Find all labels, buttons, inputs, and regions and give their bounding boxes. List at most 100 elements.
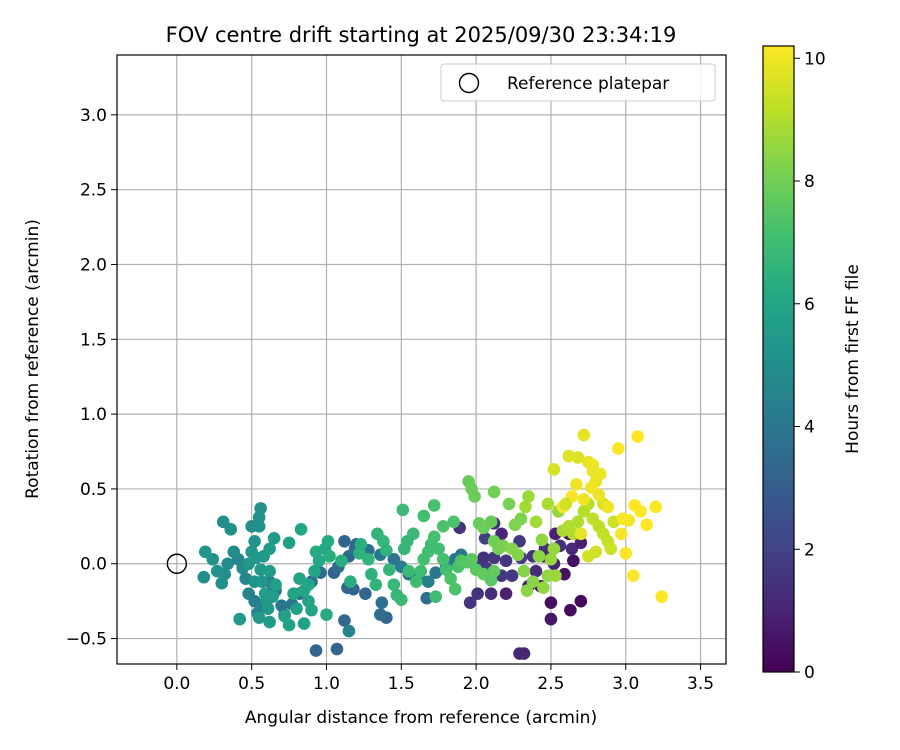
data-point-206 — [541, 497, 555, 511]
colorbar-gradient — [762, 45, 795, 673]
data-point-131 — [282, 536, 296, 550]
data-point-34 — [529, 564, 543, 578]
data-point-162 — [444, 572, 457, 586]
data-point-134 — [335, 554, 348, 568]
x-tick-label-2: 1.0 — [313, 674, 340, 694]
data-point-39 — [374, 608, 387, 621]
data-point-200 — [547, 542, 561, 556]
data-point-140 — [369, 578, 383, 591]
data-point-46 — [359, 587, 372, 600]
data-point-248 — [574, 527, 588, 541]
data-point-139 — [365, 567, 378, 581]
data-point-92 — [233, 612, 246, 626]
chart-title: FOV centre drift starting at 2025/09/30 … — [166, 23, 677, 47]
x-tick-label-4: 2.0 — [463, 674, 490, 694]
data-point-217 — [604, 542, 618, 556]
data-point-196 — [535, 533, 549, 547]
data-point-16 — [505, 569, 519, 583]
data-point-191 — [511, 548, 525, 562]
data-point-26 — [565, 542, 579, 556]
data-point-19 — [477, 551, 490, 565]
data-point-117 — [290, 602, 303, 615]
data-point-122 — [297, 617, 311, 630]
data-point-89 — [197, 570, 211, 584]
data-point-85 — [215, 576, 229, 590]
colorbar-ticks: 0 2 4 6 8 10 — [794, 49, 826, 683]
data-point-103 — [255, 575, 269, 589]
data-point-52 — [338, 535, 351, 548]
data-point-160 — [436, 552, 450, 566]
data-point-189 — [514, 512, 528, 526]
data-point-187 — [502, 497, 516, 511]
data-point-230 — [585, 481, 598, 494]
data-point-13 — [471, 587, 484, 600]
data-point-71 — [275, 599, 288, 612]
data-point-170 — [429, 590, 443, 603]
data-point-242 — [649, 500, 662, 514]
y-tick-label-2: 0.5 — [80, 480, 107, 500]
data-point-78 — [242, 587, 255, 600]
data-point-112 — [267, 532, 281, 545]
data-points — [197, 428, 668, 660]
x-tick-label-6: 3.0 — [612, 674, 639, 694]
y-tick-label-5: 2.0 — [80, 255, 107, 275]
data-point-144 — [383, 563, 396, 577]
data-point-203 — [522, 490, 535, 503]
data-point-96 — [248, 535, 261, 548]
y-tick-label-6: 2.5 — [80, 181, 107, 201]
data-point-168 — [436, 520, 450, 533]
data-point-40 — [338, 614, 351, 627]
data-point-197 — [537, 581, 550, 594]
data-point-116 — [282, 618, 296, 632]
data-point-235 — [611, 442, 625, 455]
data-point-123 — [302, 578, 315, 591]
colorbar-label: Hours from first FF file — [843, 264, 863, 454]
y-tick-label-0: −0.5 — [66, 630, 107, 650]
data-point-61 — [429, 566, 443, 580]
data-point-192 — [517, 564, 531, 578]
data-point-204 — [519, 500, 532, 514]
data-point-133 — [323, 549, 336, 563]
data-point-132 — [320, 608, 333, 621]
data-point-169 — [447, 515, 460, 529]
grid — [117, 55, 726, 664]
data-point-210 — [571, 515, 585, 529]
x-tick-label-0: 0.0 — [163, 674, 190, 694]
data-point-21 — [499, 554, 513, 568]
data-point-100 — [245, 520, 258, 533]
x-tick-label-7: 3.5 — [687, 674, 714, 694]
data-point-201 — [549, 569, 562, 583]
data-point-1 — [517, 647, 531, 660]
data-point-2 — [544, 612, 558, 626]
x-tick-label-1: 0.5 — [238, 674, 265, 694]
colorbar: 0 2 4 6 8 10 Hours from first FF file — [762, 45, 863, 683]
data-point-41 — [342, 624, 356, 638]
data-point-5 — [574, 594, 588, 608]
data-point-111 — [263, 542, 276, 556]
data-point-152 — [402, 564, 416, 578]
data-point-194 — [526, 575, 540, 589]
data-point-47 — [375, 596, 389, 609]
data-point-145 — [387, 578, 401, 591]
y-tick-label-3: 1.0 — [80, 405, 107, 425]
data-point-176 — [487, 564, 501, 578]
data-point-60 — [421, 575, 435, 589]
data-point-154 — [414, 564, 428, 578]
data-point-147 — [394, 593, 408, 606]
y-tick-label-4: 1.5 — [80, 330, 107, 350]
data-point-107 — [266, 590, 279, 603]
data-point-236 — [631, 430, 645, 443]
x-tick-label-5: 2.5 — [537, 674, 564, 694]
data-point-199 — [544, 552, 558, 566]
data-point-205 — [529, 515, 543, 529]
x-tick-label-3: 1.5 — [388, 674, 415, 694]
data-point-158 — [427, 530, 441, 544]
y-axis-label: Rotation from reference (arcmin) — [23, 219, 43, 499]
data-point-150 — [406, 527, 420, 541]
data-point-224 — [571, 451, 585, 464]
reference-platepar-marker — [166, 553, 188, 574]
data-point-247 — [601, 500, 615, 514]
data-point-130 — [294, 523, 308, 536]
data-point-129 — [321, 535, 335, 548]
